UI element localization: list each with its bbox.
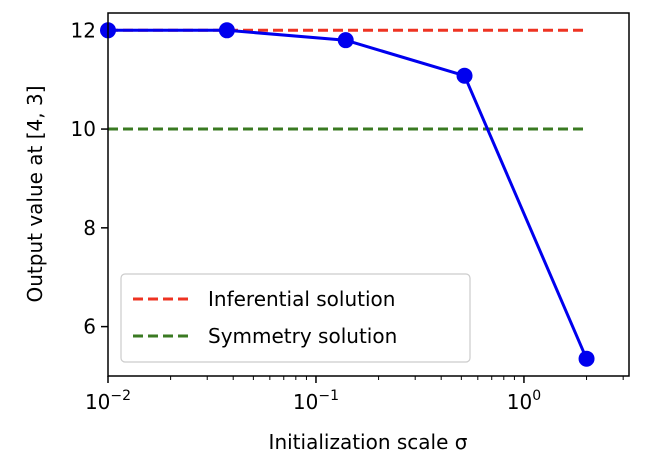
- y-axis-label: Output value at [4, 3]: [23, 85, 47, 302]
- ticks-layer: 6 8 10 12 10−2 10−1 100: [71, 18, 624, 414]
- data-point: [218, 22, 235, 39]
- legend-label-symmetry: Symmetry solution: [208, 324, 397, 348]
- x-tick-label: 10−2: [85, 388, 131, 414]
- legend: Inferential solution Symmetry solution: [120, 273, 471, 363]
- y-tick-label: 10: [71, 117, 96, 141]
- y-tick-label: 6: [83, 315, 96, 339]
- y-tick-label: 12: [71, 18, 96, 42]
- x-axis-label: Initialization scale σ: [269, 430, 468, 454]
- legend-label-inferential: Inferential solution: [208, 287, 395, 311]
- plot-frame: [107, 12, 630, 377]
- data-point: [456, 67, 473, 84]
- data-point: [337, 32, 354, 49]
- data-point: [578, 350, 595, 367]
- legend-box: [120, 273, 471, 363]
- y-tick-label: 8: [83, 216, 96, 240]
- x-tick-label: 10−1: [293, 388, 339, 414]
- x-tick-label: 100: [507, 388, 541, 414]
